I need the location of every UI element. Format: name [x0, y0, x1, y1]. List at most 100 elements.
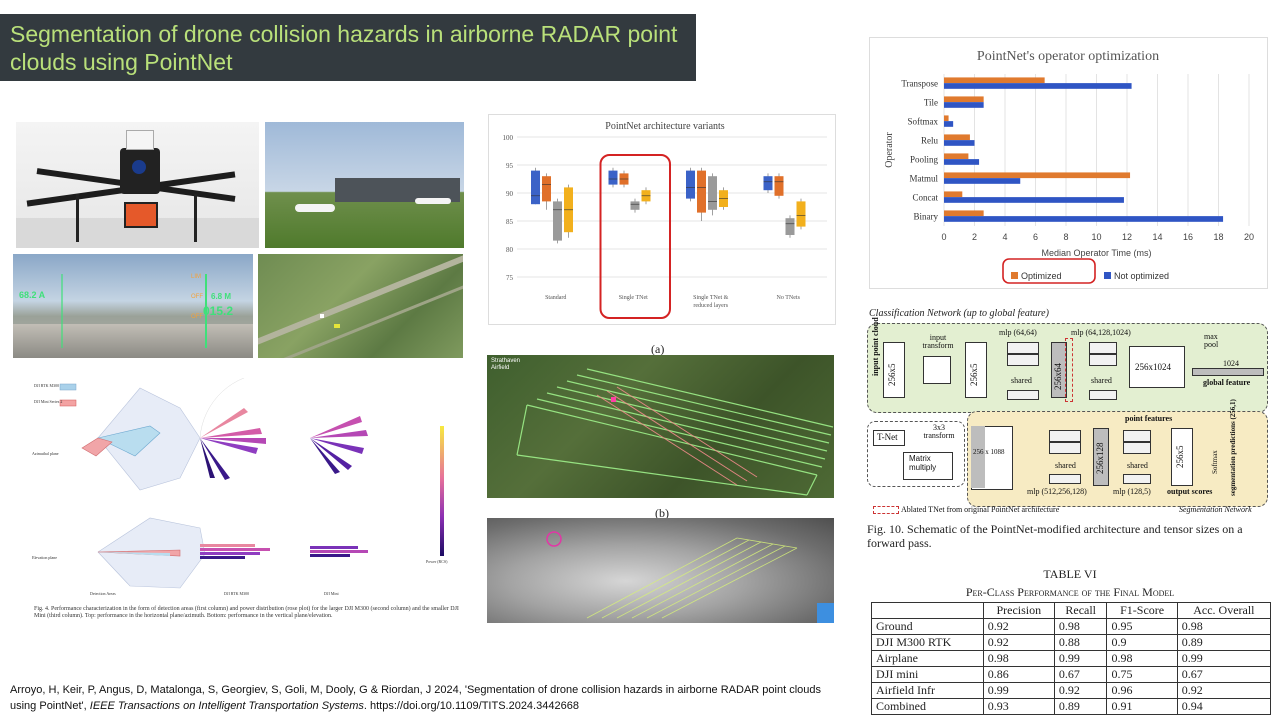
bar-x-tick: 0 [941, 232, 946, 242]
input-transform-box [923, 356, 951, 384]
single-tnet-highlight [599, 154, 671, 319]
box-y-tick: 90 [506, 190, 514, 198]
box-rect [608, 170, 618, 185]
box-rect [708, 176, 717, 210]
hud-value-1: 68.2 A [19, 290, 46, 300]
bar-not-optimized [944, 83, 1132, 89]
mlp3-box-c [1049, 474, 1081, 484]
fig4-rose-m300-azimuth [199, 372, 271, 480]
fig10-schematic: Classification Network (up to global fea… [867, 306, 1272, 518]
table-cell: 0.91 [1106, 698, 1178, 715]
bar-optimized [944, 77, 1045, 84]
flight-location-label: Strathaven Airfield [491, 358, 521, 371]
mlp1-box-a [1007, 342, 1039, 354]
fig10-256x5-b: 256x5 [969, 363, 979, 387]
citation-journal: IEEE Transactions on Intelligent Transpo… [89, 700, 364, 712]
citation-doi: . https://doi.org/10.1109/TITS.2024.3442… [363, 700, 579, 712]
fig10-tnet: T-Net [877, 432, 898, 442]
photo-aerial-field [258, 254, 463, 358]
table-cell: 0.92 [982, 634, 1055, 651]
fig10-shared-4: shared [1127, 461, 1148, 470]
tensor-256x1024 [1129, 346, 1185, 388]
fig10-3x3-transform: 3x3 transform [923, 423, 955, 440]
box-rect [686, 170, 695, 199]
fig10-mlp4: mlp (128,5) [1113, 487, 1151, 496]
bar-not-optimized [944, 216, 1224, 222]
bar-category-label: Binary [914, 212, 939, 222]
bar-category-label: Tile [924, 98, 938, 108]
table-cell: 0.92 [982, 618, 1055, 635]
table-header: Recall [1053, 602, 1108, 619]
operator-bar-svg: PointNet's operator optimization 0 2 4 6 8 10 1… [884, 49, 1254, 284]
citation-authors: Arroyo, H, Keir, P, Angus, D, Matalonga,… [10, 684, 822, 712]
bar-not-optimized [944, 178, 1021, 184]
photo-airfield [265, 122, 464, 248]
box-rect [531, 170, 540, 205]
table-title: TABLE VI [1043, 567, 1097, 581]
fig10-input-cloud: input point cloud [871, 317, 880, 376]
box-y-tick: 85 [506, 218, 514, 226]
fig10-mlp2: mlp (64,128,1024) [1071, 328, 1131, 337]
hud-value-3: 015.2 [203, 304, 234, 318]
fig10-shared-2: shared [1091, 376, 1112, 385]
table-subtitle: Per-Class Performance of the Final Model [965, 585, 1175, 599]
hud-label-off1: OFF [191, 294, 203, 300]
bar-category-label: Transpose [901, 79, 938, 89]
slide-title: Segmentation of drone collision hazards … [10, 21, 678, 75]
fig4-legend-b: DJI Mini Series 2 [34, 399, 63, 404]
box-rect [553, 201, 562, 241]
table-header: Precision [982, 602, 1055, 619]
tensor-256x5-output [1171, 428, 1193, 486]
box-y-tick: 75 [506, 274, 514, 282]
box-y-tick: 80 [506, 246, 514, 254]
mlp3-box-a [1049, 430, 1081, 442]
fig-label-b: (b) [655, 506, 669, 520]
box-chart-title: PointNet architecture variants [605, 121, 725, 132]
table-cell: 0.89 [1053, 698, 1108, 715]
box-rect [630, 201, 640, 210]
fig4-rose-m300-elevation [200, 544, 270, 559]
mlp4-box-a [1123, 430, 1151, 442]
table-cell: Combined [871, 698, 984, 715]
mlp4-box-c [1123, 474, 1151, 484]
fig10-caption: Fig. 10. Schematic of the PointNet-modif… [867, 522, 1243, 550]
fig4-rose-mini-elevation [310, 546, 368, 557]
bar-optimized [944, 172, 1131, 179]
segmentation-network-panel [967, 411, 1268, 507]
bar-optimized [944, 210, 984, 217]
hud-value-2: 6.8 M [211, 292, 232, 301]
fig4-rose-plots: DJI RTK M300 DJI Mini Series 2 Azimuthal… [30, 372, 470, 622]
box-rect [763, 176, 773, 191]
tnet-box [873, 430, 905, 446]
fig10-shared-1: shared [1011, 376, 1032, 385]
fig10-input-transform: input transform [922, 333, 954, 350]
ablated-tnet-marker [1065, 338, 1073, 402]
table-row: Airfield Infr 0.99 0.92 0.96 0.92 [871, 682, 1272, 699]
photo-drone [16, 122, 259, 248]
fig10-256x5: 256x5 [887, 363, 897, 387]
fig10-256x64: 256x64 [1053, 363, 1063, 390]
box-y-tick: 100 [503, 134, 514, 142]
bar-category-label: Relu [921, 136, 938, 146]
table-cell: 0.94 [1176, 698, 1272, 715]
table-cell: 0.92 [1053, 682, 1108, 699]
table-cell: Ground [871, 618, 984, 635]
fig10-256x1024: 256x1024 [1135, 362, 1171, 372]
bar-x-tick: 20 [1244, 232, 1254, 242]
bar-category-label: Concat [913, 193, 939, 203]
fig10-256x128: 256x128 [1095, 442, 1105, 475]
citation: Arroyo, H, Keir, P, Angus, D, Matalonga,… [10, 682, 850, 714]
fig10-1024: 1024 [1223, 359, 1239, 368]
bar-not-optimized [944, 197, 1124, 203]
fig10-softmax: Softmax [1211, 450, 1219, 474]
matrix-multiply-box [903, 452, 953, 480]
bar-not-optimized [944, 140, 975, 146]
bar-x-tick: 6 [1033, 232, 1038, 242]
fig10-256x5-out: 256x5 [1175, 445, 1185, 469]
bar-optimized [944, 115, 949, 122]
fig10-mlp3: mlp (512,256,128) [1027, 487, 1087, 496]
bar-optimized [944, 96, 984, 103]
bar-x-tick: 2 [972, 232, 977, 242]
box-rect [774, 176, 784, 196]
bar-x-tick: 12 [1122, 232, 1132, 242]
